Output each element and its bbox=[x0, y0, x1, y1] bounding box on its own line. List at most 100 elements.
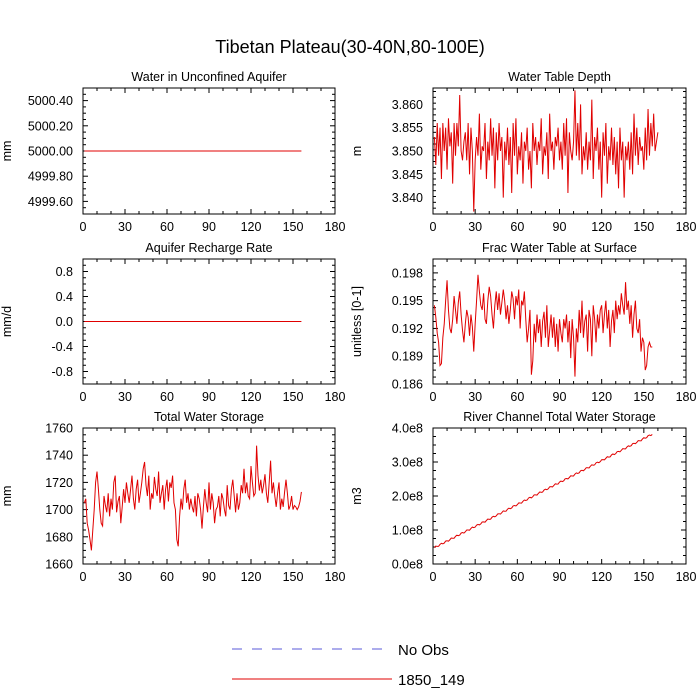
total-water-storage-xtick-label: 0 bbox=[80, 570, 87, 584]
river-channel-total-water-storage-xtick-label: 0 bbox=[430, 570, 437, 584]
total-water-storage-ytick-label: 1680 bbox=[45, 530, 73, 544]
river-channel-total-water-storage-plot-frame bbox=[432, 427, 687, 565]
water-in-unconfined-aquifer-xtick-label: 60 bbox=[160, 220, 174, 234]
aquifer-recharge-rate-xtick-label: 60 bbox=[160, 390, 174, 404]
river-channel-total-water-storage-ytick-label: 2.0e8 bbox=[392, 490, 423, 504]
water-table-depth-xtick-label: 90 bbox=[553, 220, 567, 234]
frac-water-table-at-surface-ylabel: unitless [0-1] bbox=[350, 286, 364, 357]
river-channel-total-water-storage-xtick-label: 60 bbox=[510, 570, 524, 584]
water-table-depth-xtick-label: 30 bbox=[468, 220, 482, 234]
river-channel-total-water-storage-ytick-label: 1.0e8 bbox=[392, 524, 423, 538]
aquifer-recharge-rate-title: Aquifer Recharge Rate bbox=[145, 241, 272, 255]
aquifer-recharge-rate-xtick-label: 180 bbox=[325, 390, 346, 404]
total-water-storage-title: Total Water Storage bbox=[154, 410, 264, 424]
water-table-depth-ytick-label: 3.840 bbox=[392, 191, 423, 205]
frac-water-table-at-surface-xtick-label: 90 bbox=[553, 390, 567, 404]
frac-water-table-at-surface-ytick-label: 0.189 bbox=[392, 350, 423, 364]
water-in-unconfined-aquifer-ytick-label: 5000.40 bbox=[28, 94, 73, 108]
frac-water-table-at-surface-xtick-label: 120 bbox=[591, 390, 612, 404]
frac-water-table-at-surface-xtick-label: 180 bbox=[676, 390, 697, 404]
total-water-storage-ytick-label: 1700 bbox=[45, 503, 73, 517]
aquifer-recharge-rate-xtick-label: 90 bbox=[202, 390, 216, 404]
frac-water-table-at-surface-xtick-label: 150 bbox=[633, 390, 654, 404]
water-in-unconfined-aquifer-xtick-label: 120 bbox=[241, 220, 262, 234]
total-water-storage-xtick-label: 150 bbox=[283, 570, 304, 584]
water-in-unconfined-aquifer-xtick-label: 180 bbox=[325, 220, 346, 234]
water-table-depth-xtick-label: 150 bbox=[633, 220, 654, 234]
total-water-storage-ytick-label: 1660 bbox=[45, 558, 73, 572]
water-table-depth-ytick-label: 3.850 bbox=[392, 145, 423, 159]
aquifer-recharge-rate-ytick-label: 0.4 bbox=[56, 290, 73, 304]
frac-water-table-at-surface-ytick-label: 0.198 bbox=[392, 266, 423, 280]
water-in-unconfined-aquifer-xtick-label: 150 bbox=[283, 220, 304, 234]
river-channel-total-water-storage-ylabel: m3 bbox=[350, 487, 364, 504]
water-table-depth-xtick-label: 120 bbox=[591, 220, 612, 234]
aquifer-recharge-rate-ytick-label: 0.0 bbox=[56, 315, 73, 329]
water-table-depth-series-1850-149 bbox=[433, 90, 659, 212]
water-in-unconfined-aquifer-xtick-label: 0 bbox=[80, 220, 87, 234]
frac-water-table-at-surface-title: Frac Water Table at Surface bbox=[482, 241, 637, 255]
total-water-storage-xtick-label: 30 bbox=[118, 570, 132, 584]
water-table-depth-plot-frame bbox=[432, 87, 687, 215]
aquifer-recharge-rate-xtick-label: 120 bbox=[241, 390, 262, 404]
river-channel-total-water-storage-xtick-label: 180 bbox=[676, 570, 697, 584]
water-table-depth-xtick-label: 0 bbox=[430, 220, 437, 234]
chart-water-table-depth: Water Table Depth m 0 30 60 90 120 150 180 3.840 3… bbox=[350, 70, 696, 234]
total-water-storage-ylabel: mm bbox=[0, 486, 14, 507]
frac-water-table-at-surface-xtick-label: 60 bbox=[510, 390, 524, 404]
chart-water-in-unconfined-aquifer: Water in Unconfined Aquifer mm 0 30 60 90 120 1… bbox=[0, 70, 345, 234]
water-in-unconfined-aquifer-ylabel: mm bbox=[0, 141, 14, 162]
river-channel-total-water-storage-xtick-label: 30 bbox=[468, 570, 482, 584]
aquifer-recharge-rate-xtick-label: 0 bbox=[80, 390, 87, 404]
water-in-unconfined-aquifer-ytick-label: 4999.80 bbox=[28, 170, 73, 184]
aquifer-recharge-rate-ylabel: mm/d bbox=[0, 306, 14, 337]
river-channel-total-water-storage-series-1850-149 bbox=[434, 434, 653, 549]
chart-river-channel-total-water-storage: River Channel Total Water Storage m3 0 30 60… bbox=[350, 410, 696, 584]
total-water-storage-xtick-label: 120 bbox=[241, 570, 262, 584]
chart-aquifer-recharge-rate: Aquifer Recharge Rate mm/d 0 30 60 90 120 150 18… bbox=[0, 241, 345, 404]
water-in-unconfined-aquifer-plot-frame bbox=[82, 87, 336, 215]
total-water-storage-ytick-label: 1720 bbox=[45, 476, 73, 490]
water-in-unconfined-aquifer-title: Water in Unconfined Aquifer bbox=[131, 70, 286, 84]
river-channel-total-water-storage-ytick-label: 4.0e8 bbox=[392, 422, 423, 436]
aquifer-recharge-rate-plot-frame bbox=[82, 258, 336, 385]
water-table-depth-ylabel: m bbox=[350, 146, 364, 156]
aquifer-recharge-rate-ytick-label: -0.4 bbox=[51, 340, 73, 354]
total-water-storage-ytick-label: 1740 bbox=[45, 449, 73, 463]
frac-water-table-at-surface-xtick-label: 0 bbox=[430, 390, 437, 404]
figure-title: Tibetan Plateau(30-40N,80-100E) bbox=[215, 37, 485, 57]
total-water-storage-ytick-label: 1760 bbox=[45, 422, 73, 436]
frac-water-table-at-surface-xtick-label: 30 bbox=[468, 390, 482, 404]
legend: No Obs 1850_149 bbox=[232, 642, 465, 689]
frac-water-table-at-surface-ytick-label: 0.186 bbox=[392, 378, 423, 392]
water-table-depth-ytick-label: 3.845 bbox=[392, 168, 423, 182]
total-water-storage-xtick-label: 90 bbox=[202, 570, 216, 584]
chart-frac-water-table-at-surface: Frac Water Table at Surface unitless [0-1… bbox=[350, 241, 696, 404]
aquifer-recharge-rate-ytick-label: -0.8 bbox=[51, 365, 73, 379]
river-channel-total-water-storage-xtick-label: 90 bbox=[553, 570, 567, 584]
river-channel-total-water-storage-xtick-label: 150 bbox=[633, 570, 654, 584]
frac-water-table-at-surface-plot-frame bbox=[432, 258, 687, 385]
water-table-depth-ytick-label: 3.855 bbox=[392, 121, 423, 135]
river-channel-total-water-storage-xtick-label: 120 bbox=[591, 570, 612, 584]
total-water-storage-series-1850-149 bbox=[83, 445, 302, 551]
water-in-unconfined-aquifer-ytick-label: 4999.60 bbox=[28, 195, 73, 209]
aquifer-recharge-rate-xtick-label: 30 bbox=[118, 390, 132, 404]
river-channel-total-water-storage-ytick-label: 0.0e8 bbox=[392, 558, 423, 572]
frac-water-table-at-surface-ytick-label: 0.195 bbox=[392, 294, 423, 308]
legend-label-1850-149: 1850_149 bbox=[398, 672, 465, 689]
aquifer-recharge-rate-xtick-label: 150 bbox=[283, 390, 304, 404]
water-table-depth-title: Water Table Depth bbox=[508, 70, 611, 84]
aquifer-recharge-rate-ytick-label: 0.8 bbox=[56, 265, 73, 279]
legend-label-no-obs: No Obs bbox=[398, 642, 449, 659]
river-channel-total-water-storage-title: River Channel Total Water Storage bbox=[463, 410, 656, 424]
total-water-storage-xtick-label: 180 bbox=[325, 570, 346, 584]
frac-water-table-at-surface-ytick-label: 0.192 bbox=[392, 322, 423, 336]
river-channel-total-water-storage-ytick-label: 3.0e8 bbox=[392, 456, 423, 470]
water-in-unconfined-aquifer-ytick-label: 5000.20 bbox=[28, 119, 73, 133]
water-in-unconfined-aquifer-xtick-label: 30 bbox=[118, 220, 132, 234]
water-table-depth-ytick-label: 3.860 bbox=[392, 98, 423, 112]
water-in-unconfined-aquifer-ytick-label: 5000.00 bbox=[28, 145, 73, 159]
